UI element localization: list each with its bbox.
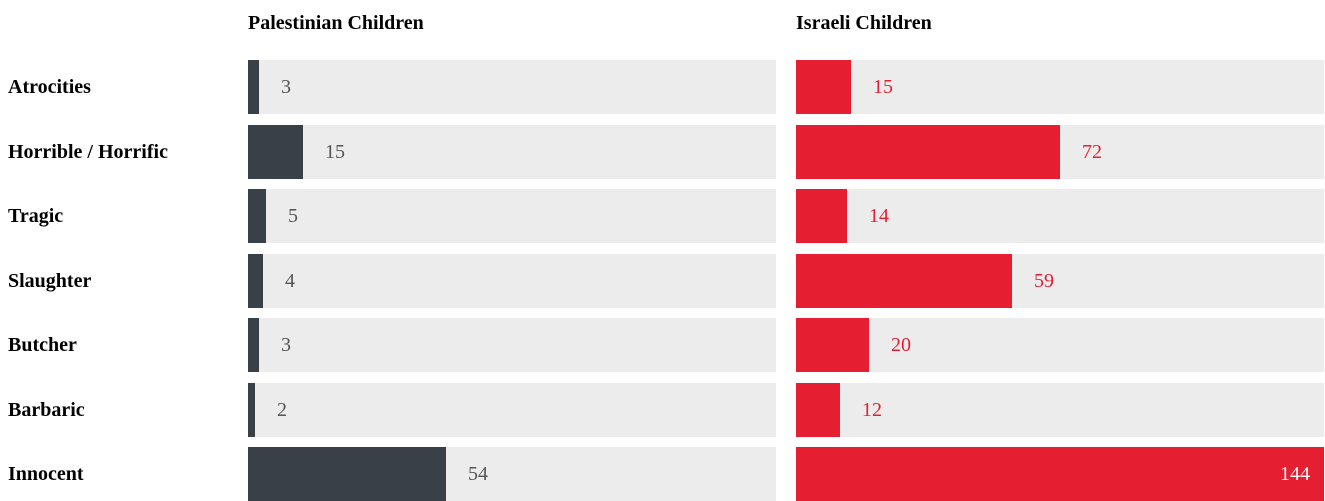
value-label-palestinian-horrible-horrific: 15	[325, 141, 345, 163]
category-label-butcher: Butcher	[8, 334, 77, 356]
bar-track-israeli-horrible-horrific: 72	[796, 125, 1324, 179]
bar-track-palestinian-butcher: 3	[248, 318, 776, 372]
category-label-innocent: Innocent	[8, 463, 84, 485]
bar-track-palestinian-horrible-horrific: 15	[248, 125, 776, 179]
category-label-atrocities: Atrocities	[8, 76, 91, 98]
value-label-israeli-atrocities: 15	[873, 76, 893, 98]
bar-israeli-innocent	[796, 447, 1324, 501]
bar-israeli-tragic	[796, 189, 847, 243]
bar-palestinian-tragic	[248, 189, 266, 243]
bar-palestinian-butcher	[248, 318, 259, 372]
bar-track-israeli-butcher: 20	[796, 318, 1324, 372]
value-label-israeli-horrible-horrific: 72	[1082, 141, 1102, 163]
bar-track-palestinian-atrocities: 3	[248, 60, 776, 114]
bar-israeli-butcher	[796, 318, 869, 372]
bar-palestinian-innocent	[248, 447, 446, 501]
value-label-palestinian-atrocities: 3	[281, 76, 291, 98]
value-label-palestinian-tragic: 5	[288, 205, 298, 227]
bar-israeli-barbaric	[796, 383, 840, 437]
category-label-slaughter: Slaughter	[8, 270, 92, 292]
panel-title-israeli: Israeli Children	[796, 12, 932, 34]
bar-track-israeli-innocent: 144	[796, 447, 1324, 501]
value-label-palestinian-barbaric: 2	[277, 399, 287, 421]
bar-track-palestinian-barbaric: 2	[248, 383, 776, 437]
category-label-horrible-horrific: Horrible / Horrific	[8, 141, 168, 163]
bar-israeli-horrible-horrific	[796, 125, 1060, 179]
value-label-israeli-slaughter: 59	[1034, 270, 1054, 292]
category-label-tragic: Tragic	[8, 205, 64, 227]
bar-palestinian-barbaric	[248, 383, 255, 437]
bar-israeli-atrocities	[796, 60, 851, 114]
bar-palestinian-slaughter	[248, 254, 263, 308]
bar-track-israeli-slaughter: 59	[796, 254, 1324, 308]
value-label-israeli-tragic: 14	[869, 205, 889, 227]
bar-palestinian-atrocities	[248, 60, 259, 114]
value-label-israeli-innocent: 144	[1280, 463, 1310, 485]
category-label-barbaric: Barbaric	[8, 399, 85, 421]
bar-track-israeli-tragic: 14	[796, 189, 1324, 243]
value-label-israeli-barbaric: 12	[862, 399, 882, 421]
panel-title-palestinian: Palestinian Children	[248, 12, 424, 34]
value-label-palestinian-innocent: 54	[468, 463, 488, 485]
bar-palestinian-horrible-horrific	[248, 125, 303, 179]
bar-track-israeli-barbaric: 12	[796, 383, 1324, 437]
value-label-israeli-butcher: 20	[891, 334, 911, 356]
bar-israeli-slaughter	[796, 254, 1012, 308]
value-label-palestinian-slaughter: 4	[285, 270, 295, 292]
bar-track-palestinian-tragic: 5	[248, 189, 776, 243]
bar-track-israeli-atrocities: 15	[796, 60, 1324, 114]
value-label-palestinian-butcher: 3	[281, 334, 291, 356]
bar-track-palestinian-innocent: 54	[248, 447, 776, 501]
bar-track-palestinian-slaughter: 4	[248, 254, 776, 308]
